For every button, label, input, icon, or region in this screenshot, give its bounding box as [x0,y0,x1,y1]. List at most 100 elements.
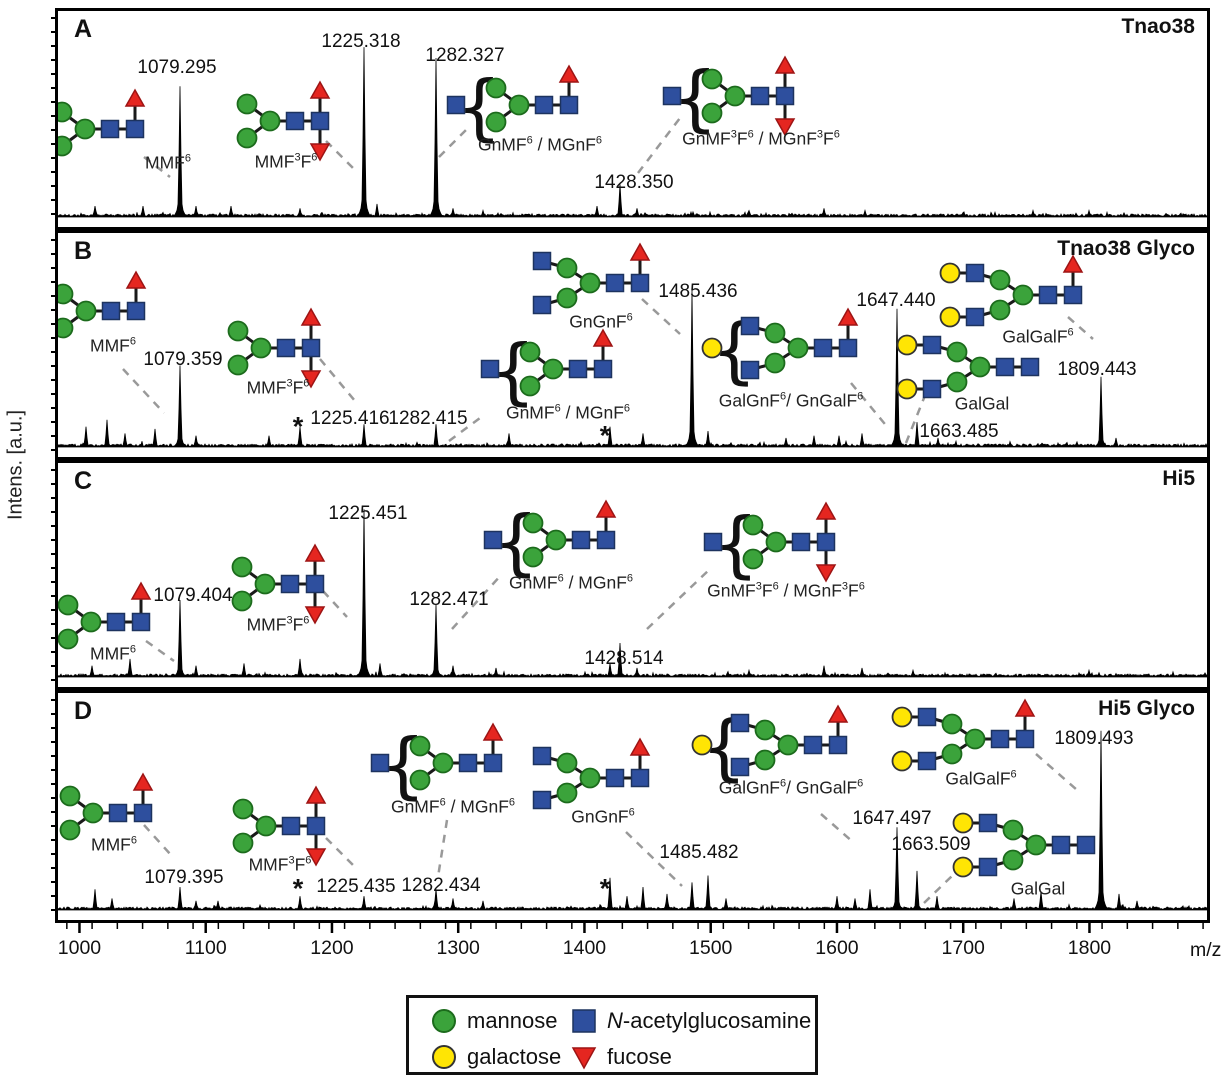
glcnac-icon [446,95,466,115]
dash-connector [325,837,354,866]
mannose-icon [231,556,253,578]
glcnac-icon [276,338,296,358]
peak-label: 1809.443 [1057,359,1137,380]
glycan-label: GalGnF6/ GnGalF6 [718,777,864,798]
mannose-icon [432,752,454,774]
mannose-icon [232,798,254,820]
mannose-icon [787,337,809,359]
asterisk-marker: * [599,873,611,904]
mannose-icon [58,283,74,305]
dash-connector [850,382,890,430]
peak-label: 1282.434 [401,875,481,896]
glycan-label: MMF3F6 [254,151,318,172]
panel-title: Tnao38 Glyco [1057,237,1195,260]
glycan-label: GalGalF6 [945,768,1017,789]
glcnac-icon [838,338,858,358]
fucose-up-icon [827,704,849,723]
glycan-MMF3F6 [236,80,331,162]
glycan-label: GnGnF6 [571,806,635,827]
legend-item-mannose: mannose [429,1004,558,1038]
peak-label: 1809.493 [1054,728,1134,749]
peak-label: 1485.482 [659,842,739,863]
mannose-icon [232,832,254,854]
glcnac-icon [630,273,650,293]
intensity-axis-ticks [51,239,58,451]
mannose-icon [742,548,764,570]
panel-letter: C [74,467,93,495]
mannose-icon [82,802,104,824]
glcnac-icon [483,753,503,773]
glcnac-icon [571,530,591,550]
annotation-overlay: {{ [58,499,837,663]
legend-item-fucose: fucose [569,1040,672,1074]
fucose-up-icon [125,270,147,289]
mannose-icon [58,101,73,123]
dash-connector [646,568,711,630]
galactose-circle-icon [429,1042,459,1072]
glcnac-icon [740,316,760,336]
dash-connector [122,368,165,414]
dash-connector [436,819,449,878]
glcnac-icon [995,357,1015,377]
mannose-icon [485,77,507,99]
glycan-label: MMF3F6 [248,854,312,875]
glcnac-icon [605,768,625,788]
legend-box: mannose N-acetylglucosamine galactose fu… [406,995,818,1075]
glycan-label: MMF6 [145,152,191,173]
glycan-label: GnMF3F6 / MGnF3F6 [707,580,865,601]
x-tick-label: 1200 [310,937,354,959]
glycan-GalGalF6 [891,698,1036,772]
x-axis-ticks [66,923,1204,933]
glcnac-square-icon [569,1006,599,1036]
glycan-MMF3F6 [227,307,322,389]
glcnac-icon [458,753,478,773]
mannose-icon [989,299,1011,321]
glcnac-icon [532,295,552,315]
glcnac-icon [301,338,321,358]
mannose-icon [724,85,746,107]
x-tick-label: 1300 [436,937,480,959]
glycan-label: GnMF3F6 / MGnF3F6 [682,128,840,149]
galactose-icon [952,856,974,878]
fucose-up-icon [309,80,331,99]
mannose-icon [556,752,578,774]
glycan-label: MMF6 [90,335,136,356]
mannose-icon [1002,819,1024,841]
legend-label: galactose [467,1044,562,1069]
peak-label: 1428.514 [584,648,664,669]
glcnac-icon [281,816,301,836]
fucose-up-icon [482,722,504,741]
glcnac-icon [1020,357,1040,377]
glcnac-icon [306,816,326,836]
mannose-icon [231,590,253,612]
galactose-icon [891,706,913,728]
fucose-up-icon [1014,698,1036,717]
dash-connector [325,140,357,172]
glycan-label: GnMF6 / MGnF6 [508,572,634,593]
glcnac-icon [922,379,942,399]
glycan-GnM_F3F6: { [662,55,796,140]
glcnac-icon [1063,285,1083,305]
mannose-icon [508,94,530,116]
galactose-icon [939,306,961,328]
dash-connector [637,117,681,174]
glycan-GnM_F6: { [370,722,504,807]
panel-C: C Hi5 {{1079.404 1225.451 1282.471 1428.514… [51,460,1210,690]
fucose-down-icon [309,143,331,162]
mannose-icon [701,68,723,90]
fucose-up-icon [592,328,614,347]
mannose-icon [1025,834,1047,856]
glcnac-icon [775,86,795,106]
glycan-GnM_F6: { [480,328,614,413]
glcnac-icon [280,574,300,594]
galactose-icon [952,812,974,834]
mannose-icon [579,272,601,294]
glcnac-icon [1051,835,1071,855]
mannose-icon [701,102,723,124]
mannose-icon [255,815,277,837]
spectrum-trace [58,47,1207,218]
glcnac-icon [965,307,985,327]
glycan-label: GnGnF6 [569,311,633,332]
mannose-icon [764,352,786,374]
panel-D: D Hi5 Glyco {{1079.395 * 1225.435 1282.434 *… [51,690,1210,923]
